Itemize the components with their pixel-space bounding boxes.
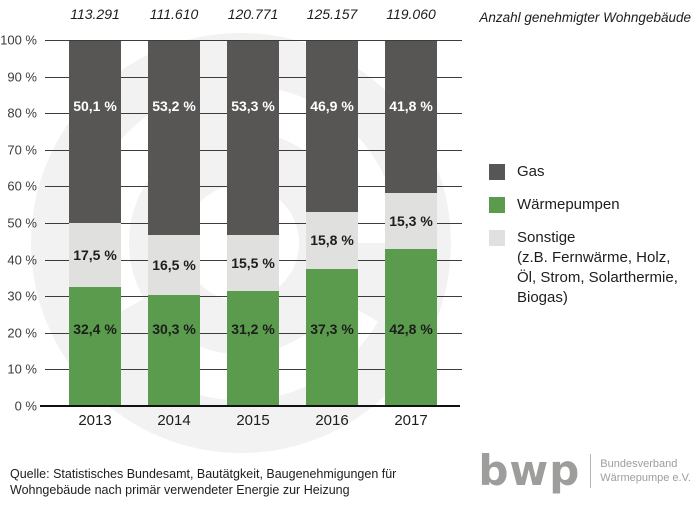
segment-value-label: 42,8 % (389, 321, 433, 337)
bar-2015: 15,5 % 53,3 % 31,2 % (227, 41, 279, 405)
segment-value-label: 16,5 % (152, 256, 196, 273)
segment-gas (385, 41, 437, 194)
bwp-logo-org: Bundesverband Wärmepumpe e.V. (600, 457, 691, 485)
x-tick-label: 2014 (157, 412, 191, 429)
bwp-logo-text: bwp (478, 446, 581, 495)
segment-sonstige: 15,8 % (306, 211, 358, 270)
segment-gas (227, 41, 279, 235)
segment-value-label: 17,5 % (73, 247, 117, 264)
segment-value-label: 31,2 % (231, 321, 275, 337)
segment-gas (148, 41, 200, 235)
x-axis-line (40, 405, 460, 407)
y-tick-label: 60 % (7, 178, 37, 194)
x-tick-label: 2016 (315, 412, 349, 429)
segment-sonstige: 17,5 % (69, 223, 121, 288)
x-tick-label: 2013 (78, 412, 112, 429)
segment-value-label: 15,3 % (389, 212, 433, 229)
y-tick-label: 10 % (7, 361, 37, 377)
plot-area: 100 % 90 % 80 % 70 % 60 % 50 % 40 % 30 % 20 % 10 … (0, 33, 462, 414)
legend-label-sonstige: Sonstige (z.B. Fernwärme, Holz, Öl, Stro… (517, 229, 678, 306)
segment-value-label: 15,5 % (231, 255, 275, 272)
segment-value-label: 46,9 % (310, 98, 354, 114)
segment-sonstige: 15,3 % (385, 193, 437, 249)
segment-value-label: 50,1 % (73, 98, 117, 114)
segment-value-label: 37,3 % (310, 321, 354, 337)
source-note: Quelle: Statistisches Bundesamt, Bautätg… (10, 466, 396, 498)
y-tick-label: 0 % (14, 398, 37, 414)
segment-sonstige: 16,5 % (148, 234, 200, 295)
segment-value-label: 30,3 % (152, 321, 196, 337)
logo-org-line-2: Wärmepumpe e.V. (600, 471, 691, 484)
legend: Gas Wärmepumpen Sonstige (z.B. Fernwärme, … (489, 162, 678, 321)
y-tick-label: 70 % (7, 142, 37, 158)
segment-value-label: 32,4 % (73, 321, 117, 337)
gridline (45, 40, 462, 41)
segment-gas (69, 41, 121, 224)
source-line-2: Wohngebäude nach primär verwendeter Ener… (10, 483, 350, 497)
legend-item-gas: Gas (489, 162, 678, 182)
bar-2016: 15,8 % 46,9 % 37,3 % (306, 41, 358, 405)
legend-label-gas: Gas (517, 163, 545, 180)
bar-total-label: 120.771 (227, 6, 279, 22)
legend-item-waermepumpen: Wärmepumpen (489, 195, 678, 215)
logo-divider (590, 453, 592, 488)
segment-value-label: 53,3 % (231, 98, 275, 114)
y-tick-label: 50 % (7, 215, 37, 231)
chart-annotation-title: Anzahl genehmigter Wohngebäude (479, 10, 691, 25)
bar-2014: 16,5 % 53,2 % 30,3 % (148, 41, 200, 405)
segment-wärmepumpen (385, 248, 437, 405)
segment-wärmepumpen (306, 269, 358, 405)
y-tick-label: 30 % (7, 288, 37, 304)
legend-item-sonstige: Sonstige (z.B. Fernwärme, Holz, Öl, Stro… (489, 228, 678, 308)
bar-total-label: 125.157 (306, 6, 358, 22)
segment-gas (306, 41, 358, 212)
legend-swatch-gas (489, 164, 505, 180)
y-tick-label: 20 % (7, 325, 37, 341)
x-tick-label: 2015 (236, 412, 270, 429)
legend-label-waermepumpen: Wärmepumpen (517, 196, 620, 213)
segment-wärmepumpen (227, 291, 279, 405)
segment-wärmepumpen (148, 294, 200, 405)
segment-sonstige: 15,5 % (227, 235, 279, 292)
bar-total-label: 111.610 (149, 6, 199, 22)
bar-2013: 17,5 % 50,1 % 32,4 % (69, 41, 121, 405)
bar-total-label: 113.291 (70, 6, 120, 22)
x-tick-label: 2017 (394, 412, 428, 429)
logo-org-line-1: Bundesverband (600, 457, 678, 470)
segment-value-label: 53,2 % (152, 98, 196, 114)
bar-total-label: 119.060 (386, 6, 436, 22)
segment-value-label: 41,8 % (389, 98, 433, 114)
y-tick-label: 40 % (7, 252, 37, 268)
segment-wärmepumpen (69, 287, 121, 405)
y-tick-label: 90 % (7, 69, 37, 85)
legend-swatch-sonstige (489, 230, 505, 246)
source-line-1: Quelle: Statistisches Bundesamt, Bautätg… (10, 467, 397, 481)
bar-2017: 15,3 % 41,8 % 42,8 % (385, 41, 437, 405)
y-tick-label: 80 % (7, 105, 37, 121)
legend-swatch-waermepumpen (489, 197, 505, 213)
y-tick-label: 100 % (0, 32, 37, 48)
bwp-logo: bwp Bundesverband Wärmepumpe e.V. (478, 446, 691, 495)
segment-value-label: 15,8 % (310, 232, 354, 249)
